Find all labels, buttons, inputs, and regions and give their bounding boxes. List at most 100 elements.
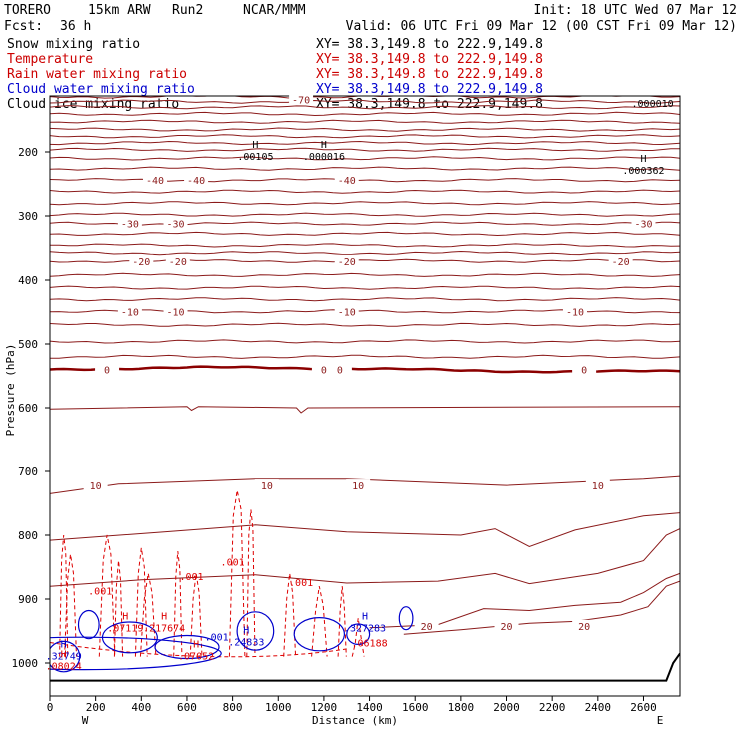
label-bg [254, 479, 279, 491]
x-tick-label: 2000 [493, 701, 520, 714]
rain-contour [337, 586, 347, 657]
isotherm-line [50, 339, 680, 344]
isotherm-line [50, 127, 680, 132]
isotherm-label: 0 [581, 366, 587, 377]
rain-contour [228, 490, 246, 657]
isotherm-line [403, 580, 680, 635]
cloud-water-contour [77, 609, 100, 640]
legend-xy: XY= 38.3,149.8 to 222.9,149.8 [316, 52, 543, 67]
org-label: NCAR/MMM [243, 3, 306, 18]
terrain-line [50, 652, 680, 682]
y-tick-label: 800 [18, 529, 38, 542]
isotherm-line [50, 96, 680, 99]
extremum-marker: H [640, 154, 646, 165]
cloud-water-contour [293, 617, 345, 652]
init-time: Init: 18 UTC Wed 07 Mar 12 [534, 3, 738, 18]
isotherm-line [50, 297, 680, 302]
isotherm-label: -30 [167, 220, 185, 231]
isotherm-label: -10 [167, 307, 185, 318]
label-bg [184, 174, 209, 186]
isotherm-label: -10 [121, 307, 139, 318]
isotherm-label: -20 [169, 257, 187, 268]
extremum-value: .32749 [46, 651, 82, 662]
isotherm-line [50, 406, 680, 414]
legend-xy: XY= 38.3,149.8 to 222.9,149.8 [316, 67, 543, 82]
rain-contour [311, 586, 328, 657]
isotherm-line [50, 140, 680, 146]
isotherm-label: -20 [612, 257, 630, 268]
rain-contour-label: .001 [221, 558, 245, 569]
label-bg [117, 305, 142, 317]
y-tick-label: 700 [18, 465, 38, 478]
field-legend: Snow mixing ratio XY= 38.3,149.8 to 222.9… [7, 37, 543, 112]
y-tick-label: 200 [18, 146, 38, 159]
extremum-marker: H [61, 650, 67, 661]
isotherm-label: 0 [337, 366, 343, 377]
cloud-water-contour [50, 636, 222, 671]
label-bg [327, 363, 352, 375]
label-bg [163, 217, 188, 229]
x-tick-label: 1800 [448, 701, 475, 714]
rain-contour [283, 573, 297, 657]
label-bg [585, 479, 610, 491]
legend-label: Snow mixing ratio [7, 37, 140, 52]
isotherm-label: 0 [104, 366, 110, 377]
isotherm-line [50, 147, 680, 152]
rain-contour [98, 534, 116, 657]
extremum-marker: H [122, 611, 128, 622]
cloud-water-contour [50, 640, 81, 673]
isotherm-line [50, 231, 680, 237]
label-bg [165, 254, 190, 266]
isotherm-line [50, 189, 680, 194]
x-tick-label: 2200 [539, 701, 566, 714]
label-bg [311, 363, 336, 375]
extremum-value: .00105 [237, 152, 273, 163]
isotherm-line [50, 243, 680, 248]
rain-contour [50, 642, 347, 658]
legend-xy: XY= 38.3,149.8 to 222.9,149.8 [316, 97, 543, 112]
label-bg [414, 619, 439, 631]
isotherm-line [50, 212, 680, 217]
isotherm-label: 20 [421, 622, 433, 633]
extremum-marker: H [362, 611, 368, 622]
fcst-value: 36 h [60, 19, 91, 34]
y-tick-label: 900 [18, 593, 38, 606]
label-bg [631, 217, 656, 229]
extremum-marker: H [243, 625, 249, 636]
rain-contour [173, 550, 183, 657]
y-tick-label: 1000 [12, 657, 39, 670]
valid-time: Valid: 06 UTC Fri 09 Mar 12 (00 CST Fri … [346, 19, 737, 34]
isotherm-line [50, 119, 680, 124]
chart-header: TORERO 15km ARW Run2 NCAR/MMM Init: 18 U… [4, 3, 737, 34]
isotherm-line [50, 201, 680, 206]
x-tick-label: 2400 [585, 701, 612, 714]
isotherm-label: 0 [321, 366, 327, 377]
legend-label: Cloud ice mixing ratio [7, 97, 179, 112]
label-bg [117, 217, 142, 229]
label-bg [129, 254, 154, 266]
extremum-value: .217674 [143, 623, 185, 634]
cloud-water-contour [236, 611, 275, 651]
isotherm-label: -40 [338, 176, 356, 187]
legend-xy: XY= 38.3,149.8 to 222.9,149.8 [316, 82, 543, 97]
extremum-value: .327283 [344, 623, 386, 634]
rain-contour [246, 509, 256, 657]
isotherm-line [50, 105, 680, 110]
isotherm-label: 10 [261, 481, 273, 492]
isotherm-line [50, 354, 680, 359]
legend-label: Cloud water mixing ratio [7, 82, 195, 97]
extremum-value: .08024 [46, 662, 82, 673]
extremum-value: .07052 [178, 651, 214, 662]
extremum-marker: H [193, 639, 199, 650]
isotherm-line [50, 528, 680, 587]
isotherm-line [50, 99, 680, 104]
rain-contour-label: .001 [88, 587, 112, 598]
isotherm-line [50, 272, 680, 277]
x-tick-label: 200 [86, 701, 106, 714]
x-tick-label: 400 [131, 701, 151, 714]
plot-frame [49, 95, 681, 697]
model-name: TORERO [4, 3, 51, 18]
label-bg [572, 363, 597, 375]
x-tick-label: 1400 [356, 701, 383, 714]
